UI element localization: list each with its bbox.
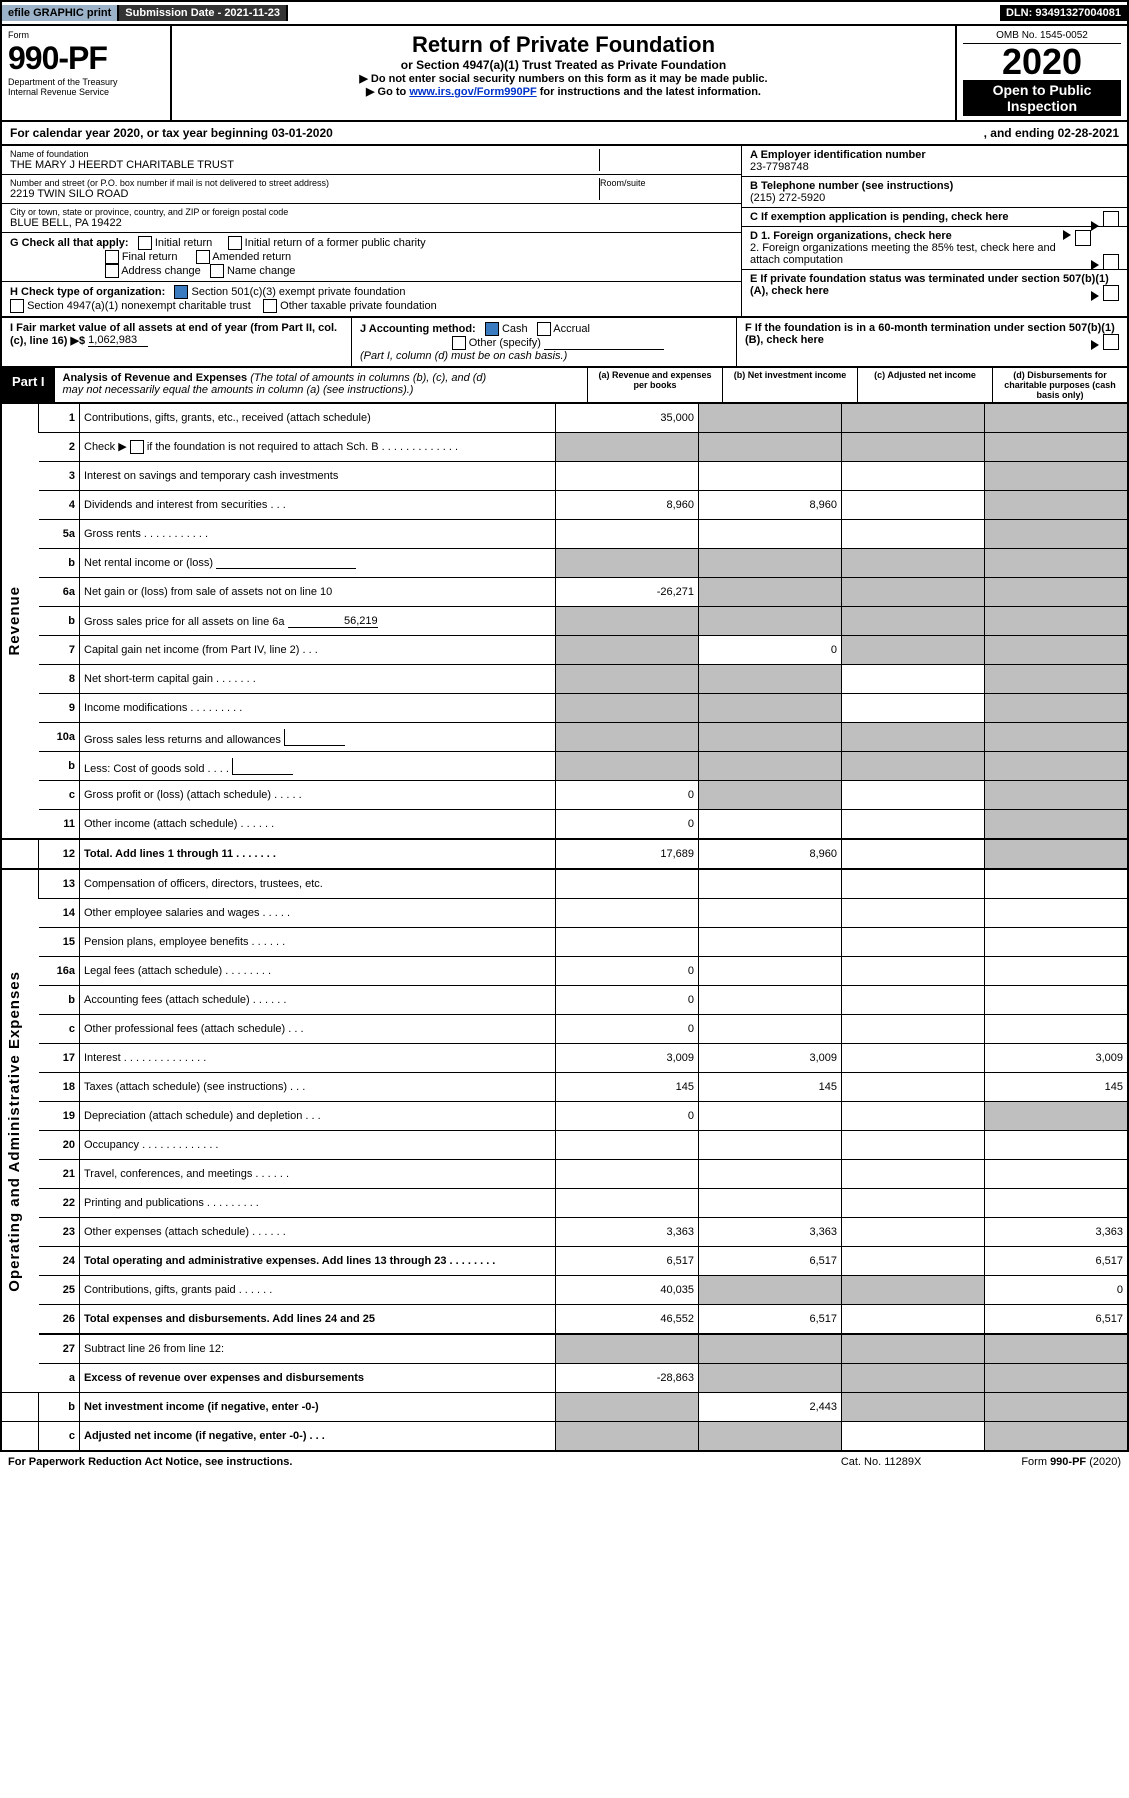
chk-accrual[interactable] [537,322,551,336]
top-bar: efile GRAPHIC print Submission Date - 20… [0,0,1129,26]
h-label: H Check type of organization: [10,286,165,298]
chk-amended[interactable] [196,250,210,264]
j-label: J Accounting method: [360,323,476,335]
addr-label: Number and street (or P.O. box number if… [10,178,599,188]
form-note-ssn: ▶ Do not enter social security numbers o… [182,72,945,85]
arrow-icon [1091,291,1099,301]
footer-form: Form 990-PF (2020) [1021,1456,1121,1468]
ein: 23-7798748 [750,161,1119,173]
chk-other-taxable[interactable] [263,299,277,313]
entity-info: Name of foundation THE MARY J HEERDT CHA… [0,146,1129,318]
expenses-label: Operating and Administrative Expenses [6,971,23,1292]
page-footer: For Paperwork Reduction Act Notice, see … [0,1452,1129,1472]
chk-address-change[interactable] [105,264,119,278]
b-label: B Telephone number (see instructions) [750,180,1119,192]
chk-initial-former[interactable] [228,236,242,250]
street-address: 2219 TWIN SILO ROAD [10,188,599,200]
part1-title: Analysis of Revenue and Expenses [63,372,248,384]
form-word: Form [8,30,164,40]
d1-label: D 1. Foreign organizations, check here [750,230,952,242]
arrow-icon [1091,340,1099,350]
submission-date: Submission Date - 2021-11-23 [119,5,288,21]
irs-label: Internal Revenue Service [8,87,164,97]
footer-left: For Paperwork Reduction Act Notice, see … [8,1456,292,1468]
fmv-value: 1,062,983 [88,334,148,347]
revenue-label: Revenue [6,586,23,656]
part1-label: Part I [2,368,55,402]
dept-treasury: Department of the Treasury [8,77,164,87]
e-label: E If private foundation status was termi… [750,273,1109,297]
col-d-header: (d) Disbursements for charitable purpose… [992,368,1127,402]
phone: (215) 272-5920 [750,192,1119,204]
j-note: (Part I, column (d) must be on cash basi… [360,350,567,362]
col-c-header: (c) Adjusted net income [857,368,992,402]
tax-year: 2020 [963,44,1121,80]
d2-label: 2. Foreign organizations meeting the 85%… [750,242,1056,266]
form-note-link: ▶ Go to www.irs.gov/Form990PF for instru… [182,85,945,98]
arrow-icon [1091,260,1099,270]
footer-cat: Cat. No. 11289X [841,1456,922,1468]
chk-foreign-org[interactable] [1075,230,1091,246]
calendar-year-row: For calendar year 2020, or tax year begi… [0,122,1129,146]
chk-60month[interactable] [1103,334,1119,350]
city-label: City or town, state or province, country… [10,207,733,217]
col-a-header: (a) Revenue and expenses per books [587,368,722,402]
fair-accounting-row: I Fair market value of all assets at end… [0,318,1129,368]
irs-link[interactable]: www.irs.gov/Form990PF [409,86,536,98]
chk-4947[interactable] [10,299,24,313]
part1-header: Part I Analysis of Revenue and Expenses … [0,368,1129,403]
efile-print-button[interactable]: efile GRAPHIC print [2,5,119,21]
arrow-icon [1063,230,1071,240]
city-state-zip: BLUE BELL, PA 19422 [10,217,733,229]
f-label: F If the foundation is in a 60-month ter… [745,322,1115,346]
chk-501c3[interactable] [174,285,188,299]
a-label: A Employer identification number [750,149,1119,161]
dln: DLN: 93491327004081 [1000,5,1127,21]
name-label: Name of foundation [10,149,599,159]
chk-other-method[interactable] [452,336,466,350]
form-title: Return of Private Foundation [182,32,945,58]
chk-final-return[interactable] [105,250,119,264]
chk-85pct[interactable] [1103,254,1119,270]
chk-sch-b[interactable] [130,440,144,454]
open-to-public: Open to PublicInspection [963,80,1121,116]
chk-cash[interactable] [485,322,499,336]
foundation-name: THE MARY J HEERDT CHARITABLE TRUST [10,159,599,171]
chk-terminated[interactable] [1103,285,1119,301]
col-b-header: (b) Net investment income [722,368,857,402]
form-header: Form 990-PF Department of the Treasury I… [0,26,1129,122]
i-label: I Fair market value of all assets at end… [10,322,337,347]
room-label: Room/suite [600,178,733,200]
form-number: 990-PF [8,40,164,77]
g-label: G Check all that apply: [10,237,129,249]
c-label: C If exemption application is pending, c… [750,211,1009,223]
form-subtitle: or Section 4947(a)(1) Trust Treated as P… [182,58,945,72]
chk-exemption-pending[interactable] [1103,211,1119,227]
chk-name-change[interactable] [210,264,224,278]
part1-table: Revenue 1Contributions, gifts, grants, e… [0,403,1129,1452]
chk-initial-return[interactable] [138,236,152,250]
